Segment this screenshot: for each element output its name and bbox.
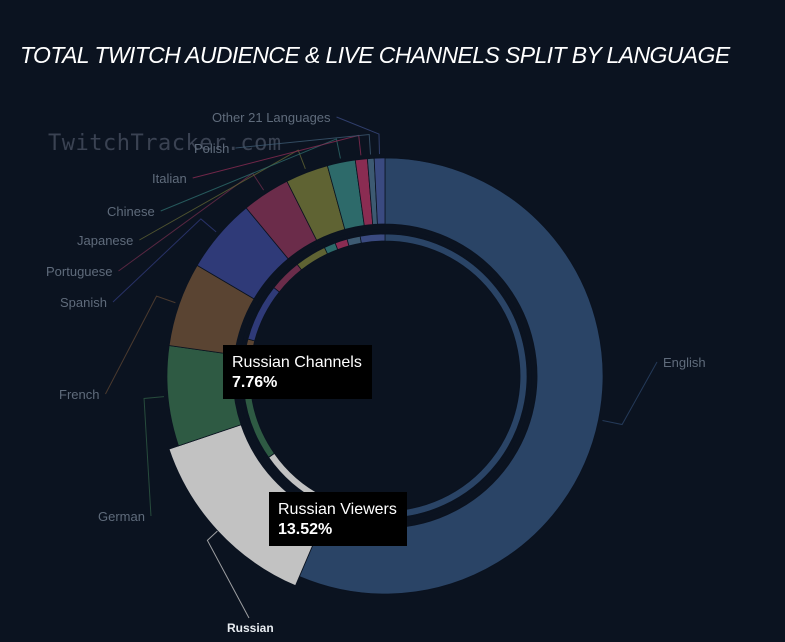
channels-slice-other-21-languages[interactable] [359,233,386,244]
label-japanese: Japanese [77,233,133,248]
label-french: French [59,387,99,402]
channels-slice-polish[interactable] [346,235,362,247]
label-italian: Italian [152,171,187,186]
leader-russian [206,526,250,619]
label-spanish: Spanish [60,295,107,310]
leader-spanish [112,218,217,303]
viewers-ring [166,157,604,595]
watermark: TwitchTracker.com [48,131,282,156]
tooltip-russian-channels: Russian Channels 7.76% [223,345,372,399]
tooltip-viewers-value: 13.52% [278,521,333,538]
label-polish: Polish [194,141,229,156]
label-portuguese: Portuguese [46,264,113,279]
tooltip-viewers-label: Russian Viewers [278,501,397,518]
viewers-slice-english[interactable] [298,157,604,595]
leader-english [602,361,658,426]
chart-title: TOTAL TWITCH AUDIENCE & LIVE CHANNELS SP… [20,42,730,68]
leader-french [105,295,176,395]
tooltip-channels-value: 7.76% [232,374,278,391]
viewers-slice-other-21-languages[interactable] [373,157,386,225]
slice-labels: English Russian German French Spanish Portugu… [46,110,706,635]
leader-japanese [139,149,306,241]
label-other-21-languages: Other 21 Languages [212,110,331,125]
leader-chinese [160,138,341,212]
tooltip-russian-viewers: Russian Viewers 13.52% [269,492,407,546]
tooltip-channels-label: Russian Channels [232,354,362,371]
leader-german [143,396,165,517]
leader-lines [105,116,658,619]
leader-other-21-languages [336,116,380,155]
leader-polish [235,133,372,155]
label-chinese: Chinese [107,204,155,219]
label-russian: Russian [227,621,274,635]
label-english: English [663,355,706,370]
label-german: German [98,509,145,524]
channels-slice-italian[interactable] [334,238,350,251]
